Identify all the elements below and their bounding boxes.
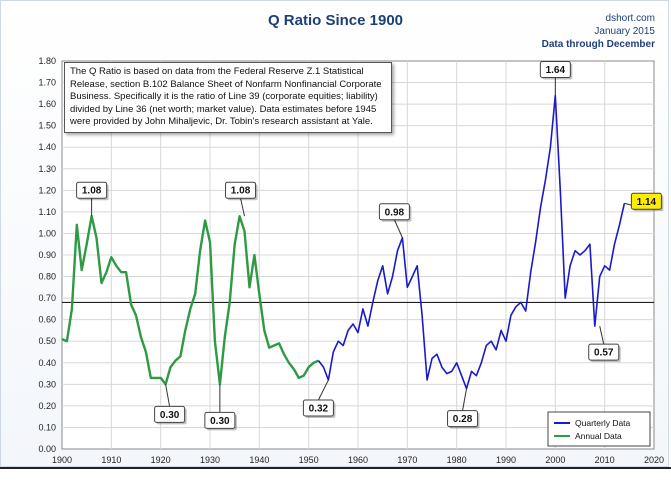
- callout-pointer: [462, 388, 468, 411]
- callout-label: 1.08: [82, 186, 102, 197]
- x-tick-label: 1970: [397, 455, 417, 465]
- x-tick-label: 1930: [200, 455, 220, 465]
- chart-title: Q Ratio Since 1900: [267, 12, 404, 29]
- y-tick-label: 0.10: [38, 422, 56, 432]
- callout-label: 0.98: [385, 207, 405, 218]
- x-tick-label: 2020: [644, 455, 664, 465]
- y-tick-label: 1.00: [38, 228, 56, 238]
- y-tick-label: 0.60: [38, 315, 56, 325]
- callout-box: [225, 181, 257, 199]
- quarterly-data-line: [317, 94, 626, 390]
- callout-box: [447, 410, 479, 428]
- callout-label: 1.08: [231, 186, 251, 197]
- source-site: dshort.com: [605, 13, 655, 24]
- callout-label: 1.14: [637, 197, 657, 208]
- x-tick-label: 2000: [545, 455, 565, 465]
- callout-box: [154, 405, 186, 423]
- y-tick-label: 0.70: [38, 293, 56, 303]
- x-tick-label: 1950: [299, 455, 319, 465]
- legend-label: Annual Data: [575, 431, 622, 441]
- y-tick-label: 1.70: [38, 78, 56, 88]
- callout-pointer: [599, 326, 605, 345]
- callout-label: 1.64: [546, 65, 566, 76]
- y-tick-label: 1.50: [38, 121, 56, 131]
- callout-pointer: [317, 379, 329, 401]
- callout-box: [378, 203, 410, 221]
- y-tick-label: 1.30: [38, 164, 56, 174]
- bottom-border: [0, 467, 671, 485]
- callout-label: 0.28: [453, 414, 473, 425]
- x-tick-label: 1960: [348, 455, 368, 465]
- callout-pointer: [240, 198, 246, 217]
- x-tick-label: 1920: [151, 455, 171, 465]
- y-tick-label: 1.20: [38, 185, 56, 195]
- x-tick-label: 1910: [101, 455, 121, 465]
- y-tick-label: 1.10: [38, 207, 56, 217]
- callout-box: [588, 343, 620, 361]
- y-tick-label: 0.00: [38, 444, 56, 454]
- y-tick-label: 1.60: [38, 99, 56, 109]
- x-tick-label: 1990: [496, 455, 516, 465]
- y-tick-label: 0.80: [38, 272, 56, 282]
- y-tick-label: 0.50: [38, 336, 56, 346]
- x-tick-label: 1900: [52, 455, 72, 465]
- callout-pointer: [393, 219, 403, 238]
- annual-data-line: [61, 214, 319, 386]
- y-tick-label: 0.20: [38, 401, 56, 411]
- x-tick-label: 1980: [447, 455, 467, 465]
- callout-pointer: [165, 384, 171, 407]
- callout-label: 0.57: [594, 348, 614, 359]
- callout-box: [539, 60, 571, 78]
- callout-box: [630, 192, 662, 210]
- methodology-note: The Q Ratio is based on data from the Fe…: [64, 62, 392, 133]
- callout-box: [302, 399, 334, 417]
- x-tick-label: 2010: [595, 455, 615, 465]
- y-tick-label: 0.90: [38, 250, 56, 260]
- callout-label: 0.30: [160, 410, 180, 421]
- y-tick-label: 1.80: [38, 56, 56, 66]
- callout-label: 0.32: [309, 404, 329, 415]
- callout-box: [76, 181, 108, 199]
- callout-box: [204, 411, 236, 429]
- source-data-through: Data through December: [541, 39, 655, 50]
- x-tick-label: 1940: [249, 455, 269, 465]
- source-date: January 2015: [594, 26, 655, 37]
- y-tick-label: 0.30: [38, 379, 56, 389]
- y-tick-label: 0.40: [38, 358, 56, 368]
- legend-box: [547, 411, 651, 447]
- legend-label: Quarterly Data: [575, 418, 631, 428]
- callout-label: 0.30: [210, 416, 230, 427]
- y-tick-label: 1.40: [38, 142, 56, 152]
